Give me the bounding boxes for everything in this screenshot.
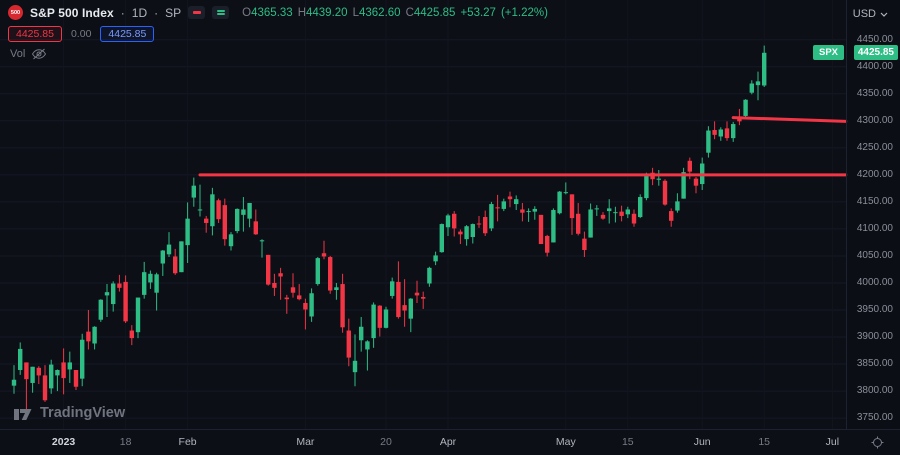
price-scale-label: 4450.00 xyxy=(856,33,893,45)
price-scale-label: 3800.00 xyxy=(856,385,893,397)
close-value: 4425.85 xyxy=(413,6,456,19)
price-scale-label: 3950.00 xyxy=(856,304,893,315)
time-axis-label: 18 xyxy=(119,436,132,448)
teal-dash-icon xyxy=(216,9,225,12)
time-axis-label: Mar xyxy=(296,436,315,448)
price-scale-label: 3850.00 xyxy=(856,358,893,370)
symbol-title[interactable]: S&P 500 Index xyxy=(30,5,114,20)
price-scale-label: 4400.00 xyxy=(856,60,893,72)
eye-off-icon[interactable] xyxy=(31,48,47,60)
price-axis[interactable]: 4425.85 4450.00 4400.00 4350.00 4300.00 4250… xyxy=(846,0,900,430)
volume-label[interactable]: Vol xyxy=(10,48,26,60)
ohlc-readout: O4365.33 H4439.20 L4362.60 C4425.85 +53.… xyxy=(242,7,548,19)
price-scale-label: 4050.00 xyxy=(856,249,893,261)
time-axis[interactable]: 2023 18 Feb Mar 20 Apr May 15 Jun 15 Jul xyxy=(0,429,900,455)
price-scale-label: 3900.00 xyxy=(856,331,893,343)
axis-settings-icon[interactable] xyxy=(871,436,884,454)
price-scale-label: 4100.00 xyxy=(856,222,893,234)
zero-spread-value: 0.00 xyxy=(70,28,92,40)
time-axis-label: 20 xyxy=(380,436,392,448)
time-axis-label: 2023 xyxy=(51,436,76,448)
change-percent: (+1.22%) xyxy=(500,6,548,19)
time-axis-label: 15 xyxy=(758,436,771,448)
time-axis-label: Jul xyxy=(825,436,840,448)
time-axis-label: May xyxy=(555,436,576,448)
price-line-labels-row: 4425.85 0.00 4425.85 xyxy=(8,26,155,42)
tradingview-logo-text: TradingView xyxy=(40,405,126,421)
red-dash-icon xyxy=(192,11,201,14)
price-scale-label: 4250.00 xyxy=(856,141,893,153)
chevron-down-icon xyxy=(880,12,888,17)
time-axis-label: Apr xyxy=(439,436,457,448)
chart-header: 500 S&P 500 Index · 1D · SP O4365.33 H44… xyxy=(8,5,548,20)
title-separator-2: · xyxy=(154,5,159,20)
symbol-logo[interactable]: 500 xyxy=(8,5,23,20)
price-scale-label: 4150.00 xyxy=(856,195,893,207)
teal-marker-badge[interactable] xyxy=(212,6,230,19)
currency-label: USD xyxy=(852,8,876,20)
price-scale-label: 4000.00 xyxy=(856,276,893,288)
price-scale-label: 4300.00 xyxy=(856,114,893,126)
teal-dash-icon xyxy=(216,13,225,16)
red-price-label[interactable]: 4425.85 xyxy=(8,26,62,42)
price-scale-label: 3750.00 xyxy=(856,412,893,424)
interval-label[interactable]: 1D xyxy=(131,5,148,20)
close-key: C xyxy=(405,6,414,19)
high-key: H xyxy=(297,6,306,19)
time-axis-label: 15 xyxy=(621,436,634,448)
time-axis-label: Feb xyxy=(178,436,197,448)
price-scale-label: 4350.00 xyxy=(856,87,893,99)
red-marker-badge[interactable] xyxy=(188,6,206,19)
currency-selector[interactable]: USD xyxy=(853,8,888,20)
price-scale-label: 4200.00 xyxy=(856,168,893,180)
time-axis-label: Jun xyxy=(693,436,711,448)
exchange-label[interactable]: SP xyxy=(165,5,182,20)
open-value: 4365.33 xyxy=(251,6,293,19)
tradingview-logo[interactable]: TradingView xyxy=(14,405,125,421)
volume-indicator-row: Vol xyxy=(10,48,47,60)
high-value: 4439.20 xyxy=(306,6,348,19)
current-price-badge: 4425.85 xyxy=(853,44,898,60)
open-key: O xyxy=(242,6,252,19)
blue-price-label[interactable]: 4425.85 xyxy=(100,26,155,42)
title-separator-1: · xyxy=(120,5,125,20)
change-value: +53.27 xyxy=(460,6,496,19)
low-key: L xyxy=(352,6,359,19)
tradingview-logo-icon xyxy=(14,409,32,420)
symbol-flag-badge: SPX xyxy=(812,44,844,60)
low-value: 4362.60 xyxy=(358,6,401,19)
